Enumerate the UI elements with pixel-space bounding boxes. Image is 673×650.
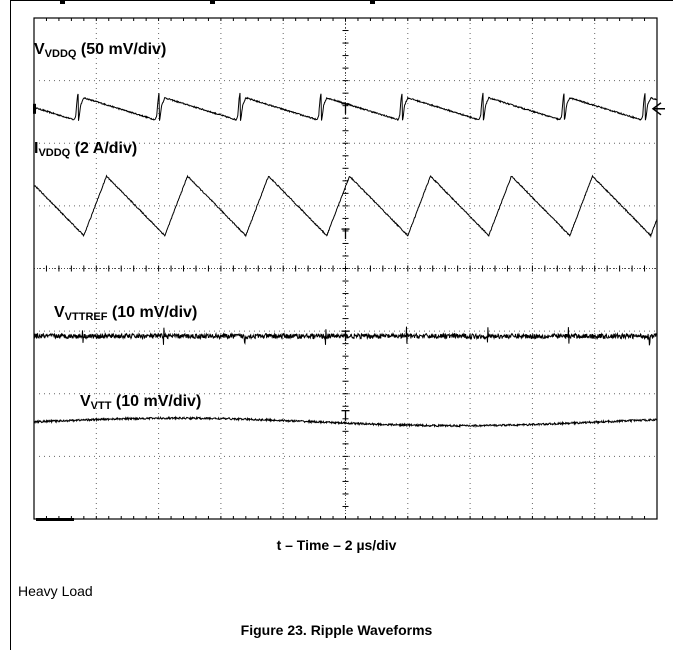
bottom-marker <box>36 518 74 521</box>
series-label-vtt: VVTT (10 mV/div) <box>80 393 202 412</box>
series-label-vttref: VVTTREF (10 mV/div) <box>54 304 198 323</box>
page-frame-top <box>10 0 673 1</box>
header-tab-mark <box>210 0 215 4</box>
plot-grid <box>33 17 658 520</box>
series-label-ivddq: IVDDQ (2 A/div) <box>34 140 138 159</box>
header-tab-mark <box>370 0 375 4</box>
trigger-level-arrow <box>651 102 665 116</box>
trace-vddq <box>33 174 658 239</box>
trace-vtt <box>33 415 658 429</box>
header-tab-mark <box>60 0 65 4</box>
left-reference-marker <box>33 103 36 114</box>
x-axis-label: t – Time – 2 µs/div <box>276 537 397 553</box>
channel-markers <box>33 102 665 521</box>
figure-caption: Figure 23. Ripple Waveforms <box>240 622 433 638</box>
test-condition-note: Heavy Load <box>18 583 93 599</box>
page-frame-left <box>10 0 11 650</box>
series-label-vddq: VVDDQ (50 mV/div) <box>34 41 167 60</box>
